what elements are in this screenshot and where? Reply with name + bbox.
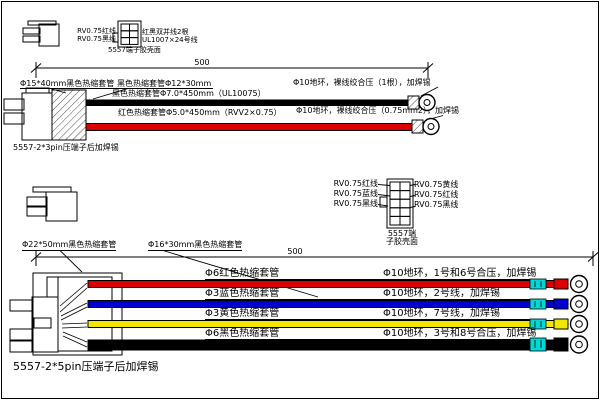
latch-tab (379, 196, 388, 208)
row-black-terminal-label: Φ10地环，3号和8号合压，加焊锡 (383, 328, 537, 339)
top-detail-note-2: UL1007×24号线 (142, 35, 198, 44)
red-wire-end-label: Φ10地环，裸线绞合压（0.75mm2），加焊锡 (296, 106, 459, 115)
mid-right-label-3: RV0.75黑线 (414, 200, 459, 209)
dim-arrow-tick (422, 63, 434, 73)
mid-connector-front-view (379, 178, 414, 229)
top-detail-wire-label-1: RV0.75红线 (77, 27, 116, 35)
wire-band (87, 320, 555, 328)
crimp-barrel (553, 278, 569, 290)
top-dimension-line (30, 62, 434, 78)
black-wire-ring-terminal (407, 93, 436, 112)
mid-right-label-1: RV0.75黄线 (414, 180, 459, 189)
wire-row-red (87, 274, 589, 294)
mid-caption-line-1: 5557端 (387, 229, 417, 238)
mid-left-label-1: RV0.75红线 (333, 179, 378, 188)
top-connector-front-view (112, 20, 142, 48)
bottom-dimension-value: 500 (287, 247, 303, 256)
red-wire-label: 红色热缩套管Φ5.0*450mm（RVV2×0.75） (118, 107, 282, 117)
wire-row-blue (87, 294, 589, 314)
mid-caption-line-2: 子胶壳面 (386, 237, 418, 246)
latch-tab (112, 32, 119, 43)
heat-shrink-tube (51, 89, 87, 141)
row-red-terminal-label: Φ10地环，1号和6号合压，加焊锡 (383, 268, 537, 279)
wire-marker (529, 337, 547, 352)
top-harness-caption: 5557-2*3pin压端子后加焊锡 (13, 143, 119, 152)
row-blue-terminal-label: Φ10地环，2号线，加焊锡 (383, 288, 500, 299)
row-yellow-terminal-label: Φ10地环，7号线，加焊锡 (383, 308, 500, 319)
tube-label-22x50: Φ22*50mm黑色热缩套管 (22, 240, 117, 251)
tube-label-16x30: Φ16*30mm黑色热缩套管 (148, 240, 243, 251)
crimp-barrel (553, 298, 569, 310)
wire-row-yellow (87, 314, 589, 334)
pin-grid-2x5 (389, 181, 411, 226)
top-detail-wire-label-2: RV0.75黑线 (77, 34, 116, 43)
crimp-barrel (553, 337, 569, 352)
wire-marker (529, 298, 547, 310)
wire-band (87, 339, 555, 351)
dim-arrow-tick (587, 252, 599, 262)
mid-connector-side-view (26, 186, 78, 222)
dim-arrow-tick (30, 252, 42, 262)
dim-arrow-tick (30, 63, 42, 73)
top-detail-caption: 5557端子胶壳面 (108, 46, 161, 54)
row-red-tube-label: Φ6红色热缩套管 (205, 268, 280, 279)
row-blue-tube-label: Φ3蓝色热缩套管 (205, 288, 280, 299)
top-dimension-value: 500 (194, 58, 210, 67)
top-detail-note-1: 红黑双并线2根 (142, 28, 189, 36)
wire-band (87, 280, 555, 288)
tube-label-15x40: Φ15*40mm黑色热缩套管 (20, 79, 115, 88)
black-wire-label: 黑色热缩套管Φ7.0*450mm（UL10075） (112, 88, 266, 98)
mid-left-label-3: RV0.75黑线 (333, 199, 378, 208)
mid-left-label-2: RV0.75蓝线 (333, 189, 378, 198)
wire-marker (529, 278, 547, 290)
top-label-leaders (20, 86, 444, 121)
black-wire (86, 99, 408, 106)
top-harness-connector (3, 87, 87, 141)
row-yellow-tube-label: Φ3黄色热缩套管 (205, 308, 280, 319)
bottom-harness-caption: 5557-2*5pin压端子后加焊锡 (13, 360, 159, 373)
row-black-tube-label: Φ6黑色热缩套管 (205, 328, 280, 339)
top-connector-side-view (22, 20, 60, 47)
tube-label-12x30: 黑色热缩套管Φ12*30mm (117, 79, 212, 88)
wire-marker (529, 318, 547, 330)
mid-right-label-2: RV0.75红线 (414, 190, 459, 199)
pin-grid-2x3 (120, 23, 139, 45)
wire-row-black (87, 335, 589, 354)
bottom-tube-label-leaders (59, 250, 319, 298)
wire-band (87, 300, 555, 308)
black-wire-end-label: Φ10地环，裸线绞合压（1根），加焊锡 (293, 77, 431, 87)
red-wire-ring-terminal (411, 117, 440, 136)
bottom-harness-connector (9, 272, 123, 356)
mid-label-leader-ticks (377, 184, 416, 208)
red-wire (85, 123, 413, 131)
bottom-dimension-line (30, 251, 599, 266)
fan-out-lines (59, 282, 88, 348)
crimp-barrel (553, 318, 569, 330)
